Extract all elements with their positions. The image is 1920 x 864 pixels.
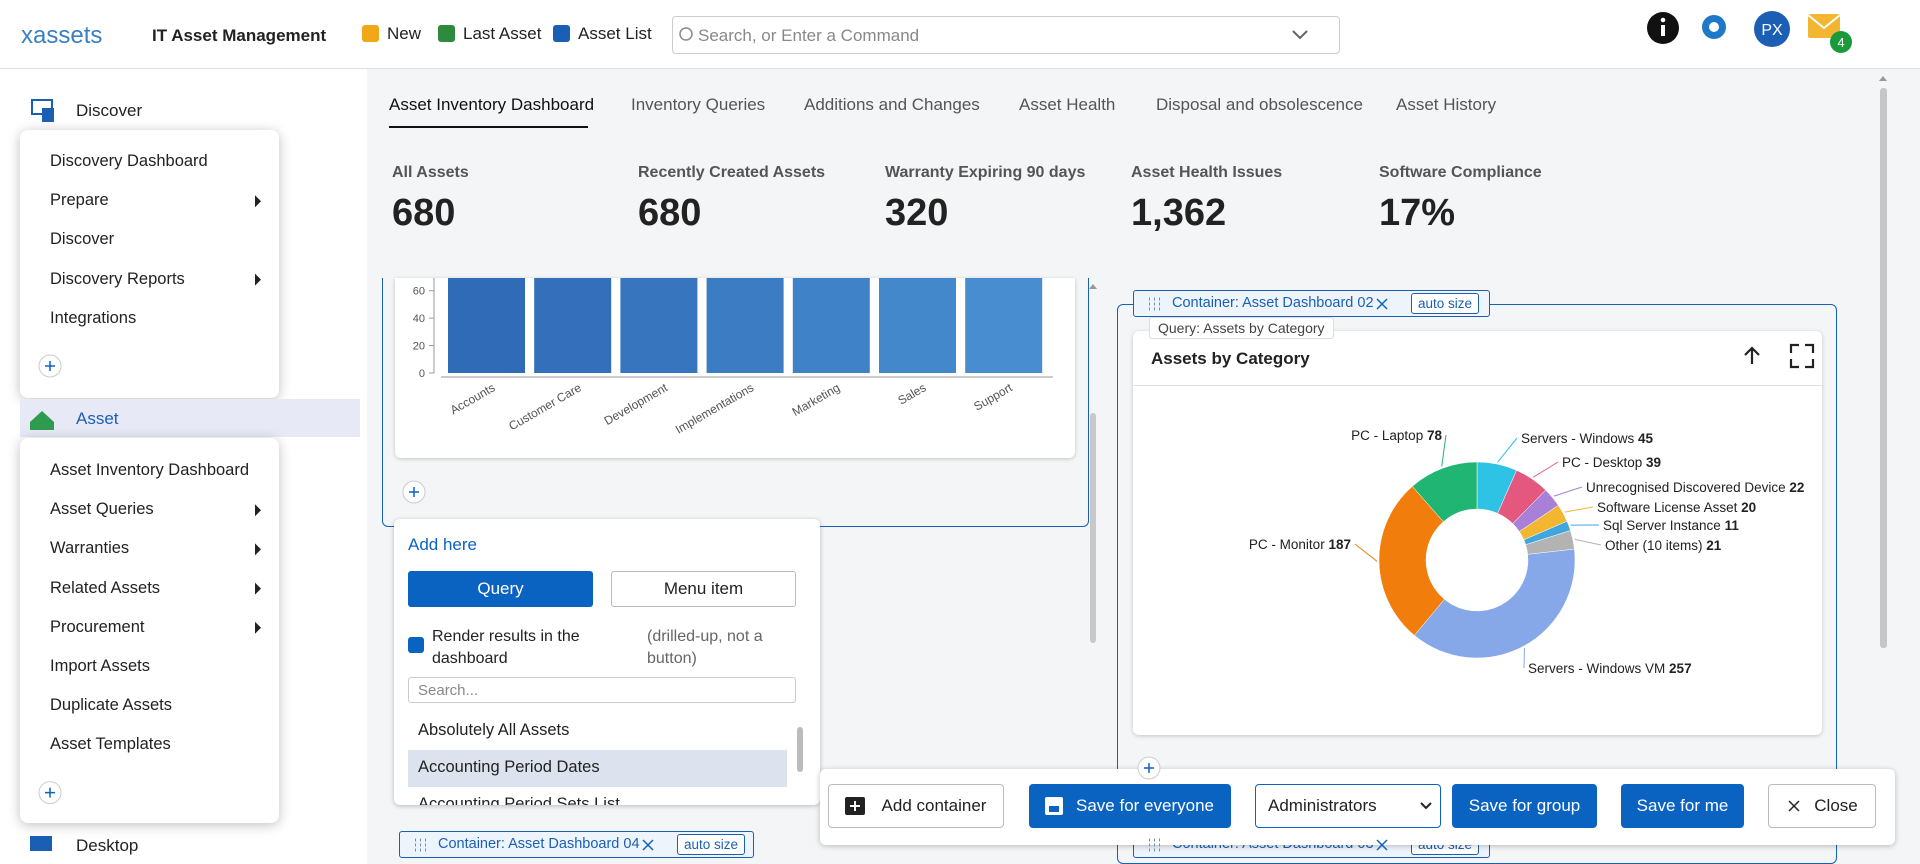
menu-item[interactable]: Discover — [50, 230, 115, 249]
tab[interactable]: Disposal and obsolescence — [1156, 95, 1363, 114]
list-item[interactable]: Absolutely All Assets — [418, 721, 570, 739]
card-divider — [1133, 385, 1822, 386]
container-label: Container: Asset Dashboard 04 — [438, 836, 640, 852]
menu-item[interactable]: Related Assets — [50, 578, 161, 597]
nav-icon[interactable] — [362, 25, 379, 42]
tab[interactable]: Asset History — [1396, 95, 1497, 114]
nav-link[interactable]: Last Asset — [463, 24, 542, 43]
panel-title[interactable]: Add here — [408, 535, 477, 554]
kpi-value: 320 — [885, 192, 949, 234]
kpi-label: Warranty Expiring 90 days — [885, 164, 1086, 181]
list-item[interactable]: Accounting Period Dates — [418, 758, 600, 776]
list-scrollbar — [797, 727, 803, 772]
container-label: Container: Asset Dashboard 02 — [1172, 295, 1374, 311]
nav-link[interactable]: Asset List — [578, 24, 652, 43]
menu-item[interactable]: Import Assets — [50, 657, 150, 675]
sidebar-item[interactable]: Asset — [76, 409, 119, 428]
menu-item[interactable]: Asset Queries — [50, 500, 154, 519]
kpi-value: 1,362 — [1131, 192, 1227, 234]
auto-size-badge[interactable]: auto size — [1411, 293, 1480, 314]
toggle-button[interactable]: Menu item — [611, 571, 796, 607]
nav-link[interactable]: New — [387, 24, 422, 43]
pie-card — [1133, 331, 1822, 735]
menu-item[interactable]: Asset Inventory Dashboard — [50, 461, 250, 479]
logo: xassets — [21, 22, 103, 49]
list-item-highlight — [408, 750, 787, 787]
menu-item[interactable]: Asset Templates — [50, 735, 171, 754]
kpi-value: 680 — [392, 192, 456, 234]
menu-item[interactable]: Discovery Reports — [50, 269, 185, 288]
popup-menu — [20, 438, 279, 823]
popup-menu — [20, 130, 279, 398]
menu-item[interactable]: Duplicate Assets — [50, 696, 172, 715]
kpi-label: Asset Health Issues — [1131, 164, 1283, 181]
nav-icon[interactable] — [553, 25, 570, 42]
tab-underline — [389, 126, 588, 128]
auto-size-badge[interactable]: auto size — [677, 834, 746, 855]
menu-item[interactable]: Prepare — [50, 191, 109, 210]
kpi-value: 17% — [1379, 192, 1456, 234]
search-placeholder: Search... — [418, 682, 479, 699]
add-panel: Add here Query Menu item Render results in … — [394, 519, 820, 805]
tab[interactable]: Inventory Queries — [631, 95, 766, 114]
tab[interactable]: Asset Health — [1019, 95, 1116, 114]
kpi-label: Recently Created Assets — [638, 164, 826, 181]
discover-icon — [31, 99, 53, 115]
tab[interactable]: Additions and Changes — [804, 95, 980, 114]
discover-icon — [42, 108, 54, 122]
app-title: IT Asset Management — [152, 26, 327, 45]
list-item[interactable]: Accounting Period Sets List — [418, 795, 620, 805]
add-container-button[interactable]: Add container — [828, 784, 1004, 828]
menu-item[interactable]: Discovery Dashboard — [50, 152, 208, 170]
menu-item[interactable]: Integrations — [50, 308, 137, 327]
menu-item[interactable]: Warranties — [50, 539, 130, 558]
tab[interactable]: Asset Inventory Dashboard — [389, 95, 595, 114]
save-me-button[interactable]: Save for me — [1621, 784, 1744, 828]
desktop-icon — [30, 836, 52, 851]
sidebar-item[interactable]: Desktop — [76, 836, 139, 855]
toggle-button[interactable]: Query — [408, 571, 593, 607]
sidebar-item[interactable]: Discover — [76, 101, 143, 120]
chart-card — [395, 278, 1075, 458]
kpi-label: All Assets — [392, 164, 469, 181]
query-label: Query: Assets by Category — [1149, 317, 1334, 339]
menu-item[interactable]: Procurement — [50, 617, 145, 636]
checkbox[interactable] — [408, 637, 424, 653]
search-placeholder: Search, or Enter a Command — [698, 26, 920, 45]
close-button[interactable]: Close — [1768, 784, 1876, 828]
checkbox-label: Render results in the dashboard — [432, 628, 580, 667]
save-everyone-button[interactable]: Save for everyone — [1029, 784, 1231, 828]
save-group-button[interactable]: Save for group — [1452, 784, 1597, 828]
kpi-value: 680 — [638, 192, 702, 234]
search-box[interactable] — [672, 16, 1340, 54]
checkbox-note: (drilled-up, not a button) — [647, 628, 763, 667]
group-select[interactable]: Administrators — [1255, 784, 1441, 828]
search-input[interactable] — [408, 677, 796, 703]
kpi-label: Software Compliance — [1379, 164, 1542, 181]
sidebar-active — [20, 399, 360, 437]
nav-icon[interactable] — [438, 25, 455, 42]
chart-title: Assets by Category — [1151, 349, 1310, 368]
